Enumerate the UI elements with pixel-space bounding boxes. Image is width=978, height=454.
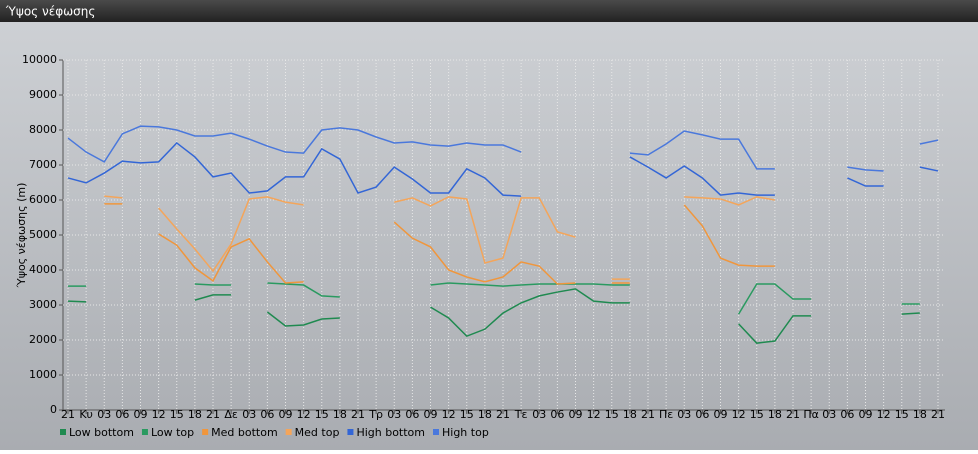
header-bar <box>0 0 978 22</box>
legend-label: High bottom <box>356 426 425 439</box>
x-tick-label: 12 <box>732 408 746 421</box>
series-line <box>67 288 920 344</box>
x-tick-label: 09 <box>714 408 728 421</box>
y-tick-label: 10000 <box>22 53 57 66</box>
x-tick-label: 18 <box>623 408 637 421</box>
x-tick-label: 06 <box>405 408 419 421</box>
x-tick-label: 06 <box>260 408 274 421</box>
legend-label: Med bottom <box>211 426 278 439</box>
x-tick-label: 09 <box>424 408 438 421</box>
legend-swatch <box>60 429 66 435</box>
x-tick-label: 09 <box>134 408 148 421</box>
legend-swatch <box>202 429 209 435</box>
legend-swatch <box>433 429 439 435</box>
series-line <box>67 125 939 172</box>
x-tick-label: 15 <box>460 408 474 421</box>
series-line <box>68 282 920 315</box>
x-tick-label: 06 <box>550 408 564 421</box>
x-tick-label: 09 <box>279 408 293 421</box>
series-line <box>104 195 776 280</box>
series-line <box>104 203 775 285</box>
y-tick-label: 9000 <box>29 88 57 101</box>
x-tick-label: 18 <box>913 408 927 421</box>
x-tick-label: 06 <box>115 408 129 421</box>
x-tick-label: 21 <box>641 408 655 421</box>
x-tick-label: 03 <box>387 408 401 421</box>
x-tick-label: 21 <box>496 408 510 421</box>
x-tick-label: 09 <box>859 408 873 421</box>
x-tick-label: 12 <box>587 408 601 421</box>
y-tick-label: 4000 <box>29 263 57 276</box>
x-tick-label: 12 <box>442 408 456 421</box>
x-tick-label: 12 <box>152 408 166 421</box>
legend-label: Low top <box>151 426 194 439</box>
x-tick-label: 21 <box>61 408 75 421</box>
legend-label: Low bottom <box>69 426 134 439</box>
x-tick-label: 03 <box>532 408 546 421</box>
legend-swatch <box>285 429 292 435</box>
x-tick-label: 06 <box>840 408 854 421</box>
x-tick-label: 21 <box>931 408 945 421</box>
x-tick-label: 15 <box>315 408 329 421</box>
legend-label: High top <box>442 426 489 439</box>
y-tick-label: 2000 <box>29 333 57 346</box>
x-tick-label: 21 <box>351 408 365 421</box>
x-tick-label: 21 <box>206 408 220 421</box>
y-tick-label: 5000 <box>29 228 57 241</box>
y-tick-label: 6000 <box>29 193 57 206</box>
x-tick-label: 03 <box>97 408 111 421</box>
x-tick-label: 18 <box>188 408 202 421</box>
x-tick-label: 15 <box>605 408 619 421</box>
y-tick-label: 1000 <box>29 368 57 381</box>
x-tick-label: 06 <box>695 408 709 421</box>
series-line <box>67 141 939 197</box>
y-tick-label: 8000 <box>29 123 57 136</box>
y-tick-label: 7000 <box>29 158 57 171</box>
x-tick-label: 03 <box>822 408 836 421</box>
x-tick-label: 15 <box>750 408 764 421</box>
x-tick-label: 15 <box>895 408 909 421</box>
x-tick-label: 18 <box>478 408 492 421</box>
legend-swatch <box>141 429 148 435</box>
x-tick-label: Κυ <box>79 408 93 421</box>
x-tick-label: 15 <box>170 408 184 421</box>
x-tick-label: 12 <box>297 408 311 421</box>
x-tick-label: Πα <box>803 408 819 421</box>
x-tick-label: Τε <box>514 408 528 421</box>
chart-title: Ύψος νέφωσης <box>5 5 95 19</box>
legend-swatch <box>347 429 354 435</box>
x-tick-label: 03 <box>242 408 256 421</box>
x-tick-label: 18 <box>768 408 782 421</box>
legend-label: Med top <box>295 426 340 439</box>
x-tick-label: Δε <box>224 408 238 421</box>
y-tick-label: 3000 <box>29 298 57 311</box>
x-tick-label: 21 <box>786 408 800 421</box>
x-tick-label: 03 <box>677 408 691 421</box>
x-tick-label: Πε <box>659 408 673 421</box>
x-tick-label: 12 <box>877 408 891 421</box>
x-tick-label: 09 <box>569 408 583 421</box>
y-axis-label: Ύψος νέφωσης (m) <box>15 183 28 289</box>
x-tick-label: Τρ <box>368 408 383 421</box>
y-tick-label: 0 <box>50 403 57 416</box>
x-tick-label: 18 <box>333 408 347 421</box>
